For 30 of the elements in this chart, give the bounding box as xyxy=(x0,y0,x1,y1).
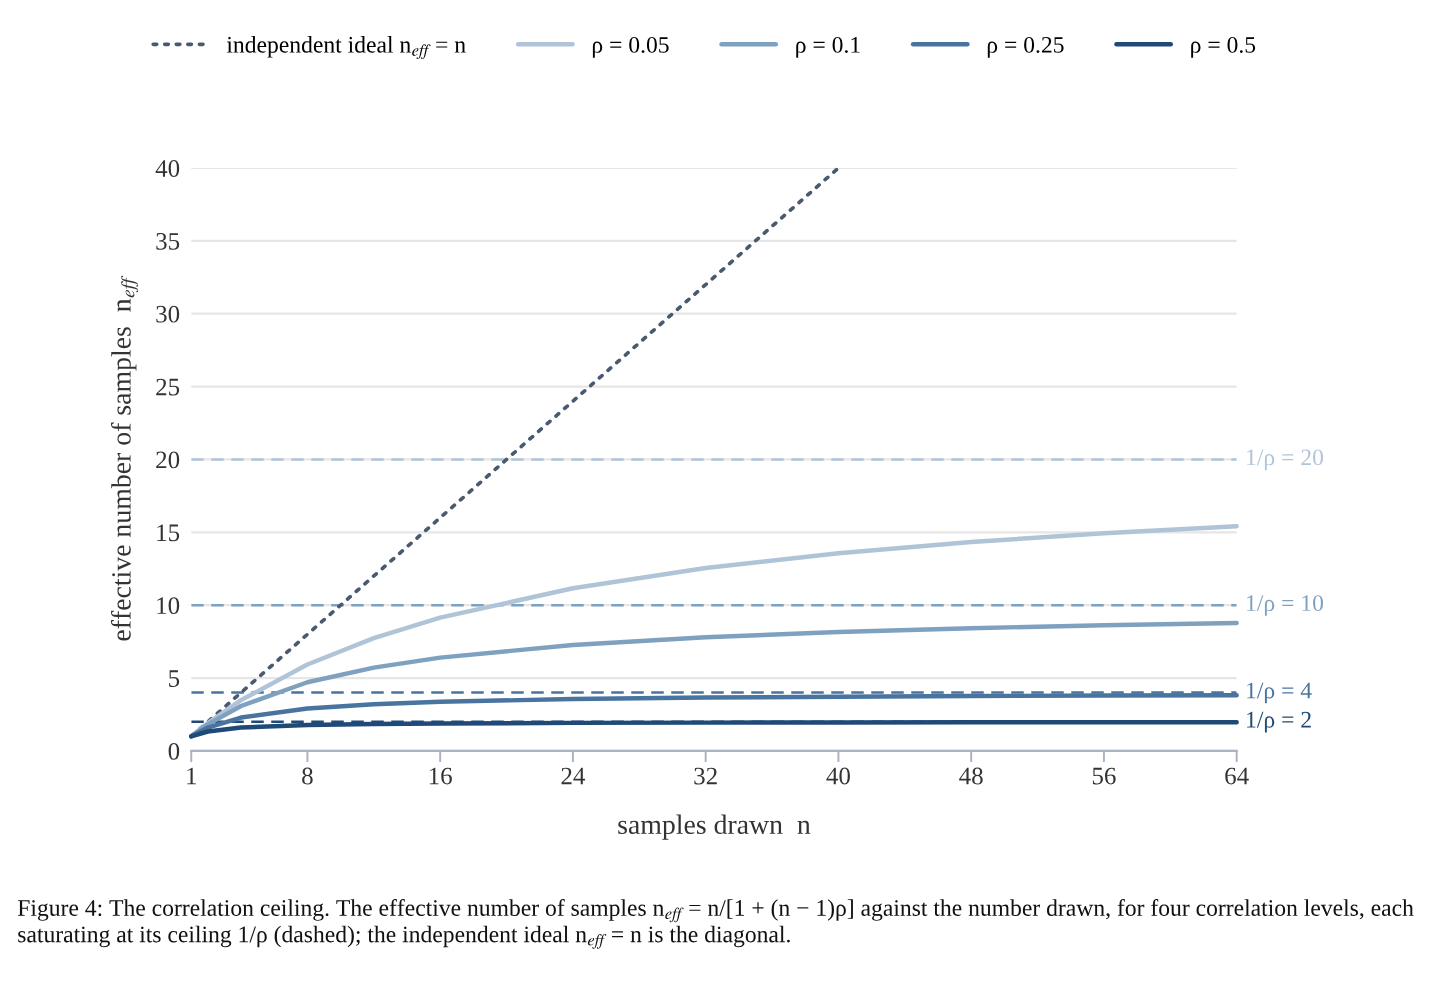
x-axis-title: samples drawn n xyxy=(618,814,811,840)
y-tick-label: 15 xyxy=(157,524,180,542)
y-tick-label: 20 xyxy=(156,451,180,469)
x-tick-label: 56 xyxy=(1092,767,1116,785)
x-tick-label: 32 xyxy=(694,767,717,785)
x-tick-label: 16 xyxy=(429,767,452,785)
ref-line-label: 1/ρ = 10 xyxy=(1247,595,1324,616)
x-tick-label: 40 xyxy=(826,767,850,785)
legend-label: ρ = 0.5 xyxy=(1191,36,1256,58)
text: Figure 4: The correlation ceiling. The effective number of samples n$_{eff}$ = n/[1 + (n − 1)ρ] against the number drawn, for four correlation levels, each saturating at its ceiling 1/ρ (dashed); the independent ideal n$_{eff}$ = n is the diagonal. xyxy=(17,899,1414,949)
y-tick-label: 0 xyxy=(168,742,180,760)
y-tick-label: 40 xyxy=(155,160,180,177)
y-tick-label: 25 xyxy=(156,378,180,396)
x-tick-label: 1 xyxy=(187,767,196,785)
y-tick-label: 30 xyxy=(156,305,180,323)
y-tick-label: 10 xyxy=(157,597,180,615)
y-tick-label: 5 xyxy=(169,670,180,687)
ref-line-label: 1/ρ = 4 xyxy=(1247,682,1312,704)
ref-line-label: 1/ρ = 20 xyxy=(1247,449,1324,471)
ref-line-label: 1/ρ = 2 xyxy=(1247,711,1311,733)
x-tick-label: 8 xyxy=(302,767,313,785)
legend-label: ρ = 0.25 xyxy=(987,36,1064,58)
legend-label: independent ideal n$_{eff}$ = n xyxy=(226,36,466,59)
legend-label: ρ = 0.05 xyxy=(592,36,669,58)
legend-label: ρ = 0.1 xyxy=(796,36,860,58)
x-tick-label: 24 xyxy=(561,767,586,785)
y-axis-title: effective number of samples n$_{eff}$ xyxy=(110,275,139,641)
x-tick-label: 48 xyxy=(959,767,983,785)
x-tick-label: 64 xyxy=(1225,767,1249,785)
y-tick-label: 35 xyxy=(156,232,180,250)
